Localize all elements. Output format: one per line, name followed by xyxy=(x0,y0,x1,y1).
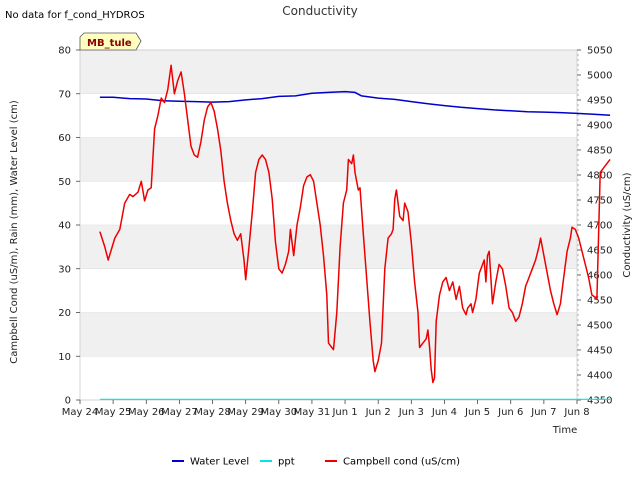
series-line-campbell-cond-us-cm xyxy=(99,64,611,384)
y-right-tick-label: 4500 xyxy=(587,321,612,332)
y-left-axis-ticks: 0 10 20 30 40 50 60 70 80 xyxy=(58,46,80,407)
y-right-tick-label: 4700 xyxy=(587,221,612,232)
background-band xyxy=(80,225,577,269)
background-band xyxy=(80,356,577,400)
y-left-tick-label: 80 xyxy=(58,46,71,57)
legend-label: Water Level xyxy=(190,457,249,468)
y-left-tick-label: 10 xyxy=(58,352,71,363)
x-tick-label: Jun 5 xyxy=(464,407,490,418)
y-right-tick-label: 5050 xyxy=(587,46,612,57)
x-tick-label: Jun 3 xyxy=(398,407,424,418)
x-axis-title: Time xyxy=(552,425,577,436)
background-bands xyxy=(80,50,577,400)
y-left-axis-title: Campbell Cond (uS/m), Rain (mm), Water L… xyxy=(9,100,20,364)
x-tick-label: May 30 xyxy=(261,407,298,418)
x-tick-label: Jun 2 xyxy=(365,407,391,418)
background-band xyxy=(80,268,577,313)
y-right-tick-label: 4350 xyxy=(587,396,612,407)
y-right-tick-label: 5000 xyxy=(587,71,612,82)
y-right-axis-ticks: 4350440044504500455046004650470047504800… xyxy=(577,46,612,407)
x-tick-label: May 27 xyxy=(161,407,198,418)
x-tick-label: May 28 xyxy=(194,407,231,418)
x-tick-label: May 29 xyxy=(227,407,264,418)
x-tick-label: Jun 7 xyxy=(530,407,556,418)
y-left-tick-label: 50 xyxy=(58,177,71,188)
y-left-tick-label: 0 xyxy=(65,396,71,407)
chart-title: Conductivity xyxy=(282,4,357,18)
x-tick-label: May 31 xyxy=(294,407,331,418)
y-right-tick-label: 4650 xyxy=(587,246,612,257)
y-right-tick-label: 4450 xyxy=(587,346,612,357)
x-tick-label: May 26 xyxy=(128,407,165,418)
x-tick-label: Jun 8 xyxy=(563,407,589,418)
y-right-tick-label: 4950 xyxy=(587,96,612,107)
x-tick-label: Jun 6 xyxy=(497,407,523,418)
no-data-note: No data for f_cond_HYDROS xyxy=(5,10,145,21)
station-label: MB_tule xyxy=(87,38,132,49)
y-right-tick-label: 4400 xyxy=(587,371,612,382)
y-right-tick-label: 4900 xyxy=(587,121,612,132)
y-left-tick-label: 70 xyxy=(58,89,71,100)
x-tick-label: Jun 1 xyxy=(331,407,357,418)
legend-label: ppt xyxy=(278,457,295,468)
y-left-tick-label: 40 xyxy=(58,221,71,232)
y-right-tick-label: 4850 xyxy=(587,146,612,157)
legend: Water Level ppt Campbell cond (uS/cm) xyxy=(172,457,460,468)
legend-label: Campbell cond (uS/cm) xyxy=(343,457,460,468)
y-right-tick-label: 4550 xyxy=(587,296,612,307)
station-label-box: MB_tule xyxy=(79,32,142,51)
series-layer xyxy=(99,64,611,400)
y-left-tick-label: 30 xyxy=(58,264,71,275)
y-right-axis-title: Conductivity (uS/cm) xyxy=(622,172,633,277)
background-band xyxy=(80,50,577,94)
y-left-tick-label: 20 xyxy=(58,308,71,319)
x-tick-label: May 24 xyxy=(62,407,99,418)
background-band xyxy=(80,181,577,225)
x-tick-label: May 25 xyxy=(95,407,132,418)
y-left-tick-label: 60 xyxy=(58,133,71,144)
y-right-tick-label: 4600 xyxy=(587,271,612,282)
x-tick-label: Jun 4 xyxy=(431,407,457,418)
background-band xyxy=(80,137,577,182)
